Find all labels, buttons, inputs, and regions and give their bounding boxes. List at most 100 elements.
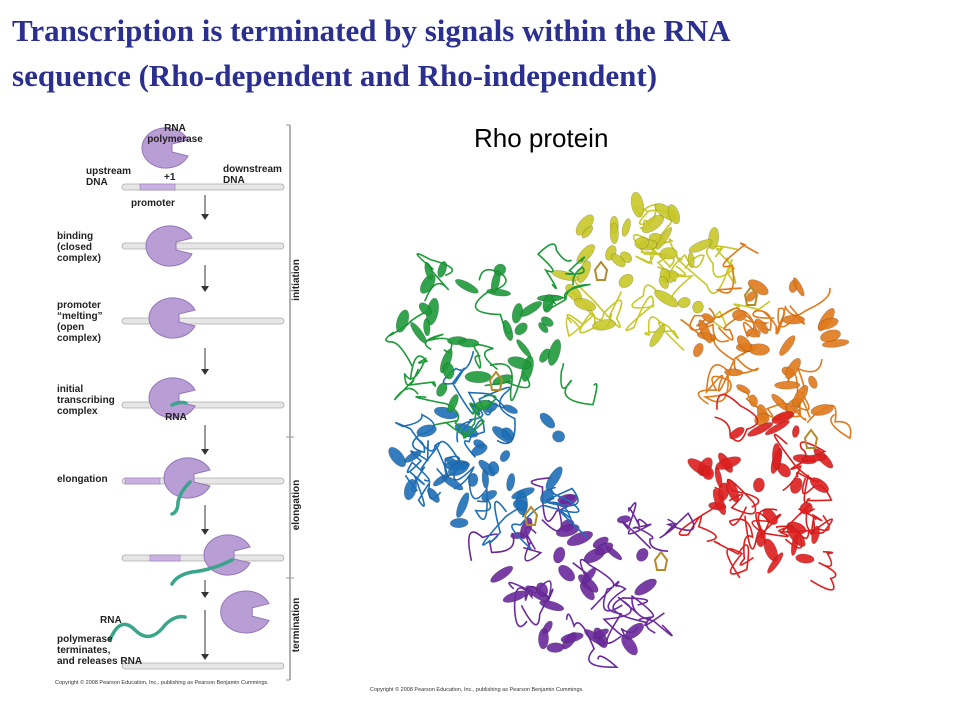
helix	[395, 309, 410, 333]
coil	[715, 242, 759, 294]
helix	[388, 446, 407, 468]
copyright: Copyright © 2008 Pearson Education, Inc.…	[55, 679, 269, 686]
coil	[406, 440, 431, 482]
helix	[442, 475, 464, 491]
helix	[456, 492, 470, 518]
coil	[711, 335, 760, 374]
helix	[771, 410, 794, 424]
helix	[687, 252, 695, 268]
diagram-label: promoter	[57, 300, 101, 311]
coil	[728, 506, 754, 566]
helix	[552, 430, 566, 443]
helix	[795, 553, 815, 564]
helix	[502, 319, 514, 341]
diagram-label: transcribing	[57, 395, 115, 406]
coil	[571, 275, 623, 328]
title-line: Transcription is terminated by signals w…	[12, 13, 731, 48]
polymerase	[148, 377, 196, 419]
arrow-head	[201, 449, 209, 455]
helix	[511, 487, 535, 500]
helix	[542, 294, 554, 313]
coil	[393, 379, 437, 401]
arrow-head	[201, 592, 209, 598]
helix	[486, 288, 512, 297]
ligand	[593, 260, 609, 281]
helix	[781, 315, 805, 325]
helix	[424, 261, 434, 280]
helix	[786, 525, 806, 548]
helix	[820, 329, 841, 343]
dna	[121, 554, 285, 562]
helix	[715, 456, 742, 470]
ligand	[743, 285, 759, 306]
coil	[565, 256, 586, 285]
helix	[404, 450, 422, 463]
coil	[560, 363, 598, 406]
promoter	[124, 477, 161, 485]
helix	[771, 443, 782, 471]
helix	[502, 590, 528, 603]
polymerase	[220, 590, 270, 634]
diagram-label: complex	[57, 406, 98, 417]
arrow-head	[201, 369, 209, 375]
coil	[659, 512, 695, 539]
coil	[627, 523, 669, 552]
diagram-label: upstream	[86, 166, 131, 177]
helix	[491, 425, 513, 444]
helix	[499, 450, 511, 463]
helix	[764, 420, 790, 436]
coil	[810, 550, 837, 591]
helix	[801, 454, 828, 463]
coil	[763, 287, 831, 335]
rna	[170, 558, 234, 586]
helix	[659, 247, 678, 260]
diagram-label: binding	[57, 231, 93, 242]
coil	[467, 391, 506, 421]
helix	[747, 422, 774, 437]
helix	[748, 394, 758, 408]
polymerase	[148, 297, 196, 339]
helix	[410, 322, 427, 344]
helix	[594, 542, 614, 556]
polymerase	[141, 127, 189, 169]
diagram-label: and releases RNA	[57, 656, 142, 667]
helix	[553, 546, 566, 564]
coil	[737, 387, 807, 421]
coil	[801, 474, 833, 504]
arrow-head	[201, 529, 209, 535]
coil	[625, 284, 659, 332]
helix	[799, 502, 813, 515]
coil	[631, 594, 673, 637]
helix	[654, 289, 679, 308]
diagram-label: (closed	[57, 242, 92, 253]
helix	[547, 339, 562, 366]
helix	[667, 204, 681, 225]
helix	[536, 582, 549, 597]
helix	[698, 319, 713, 344]
helix	[790, 477, 803, 494]
diagram-label: elongation	[57, 474, 108, 485]
helix	[490, 565, 514, 583]
helix	[507, 356, 532, 370]
arrow-head	[201, 654, 209, 660]
ligand	[803, 428, 819, 449]
coil	[565, 613, 619, 668]
helix	[545, 466, 563, 491]
helix	[403, 478, 417, 501]
helix	[592, 628, 609, 639]
helix	[809, 477, 829, 493]
helix	[732, 309, 747, 322]
helix	[810, 404, 834, 416]
helix	[416, 424, 437, 438]
helix	[546, 642, 565, 653]
helix	[729, 426, 745, 440]
polymerase	[163, 457, 211, 499]
helix	[437, 260, 448, 278]
helix	[712, 488, 727, 516]
dna	[121, 317, 285, 325]
helix	[442, 362, 455, 380]
protein-label: Rho protein	[474, 123, 608, 153]
coil	[697, 375, 732, 405]
helix	[467, 472, 479, 487]
helix	[538, 628, 549, 650]
